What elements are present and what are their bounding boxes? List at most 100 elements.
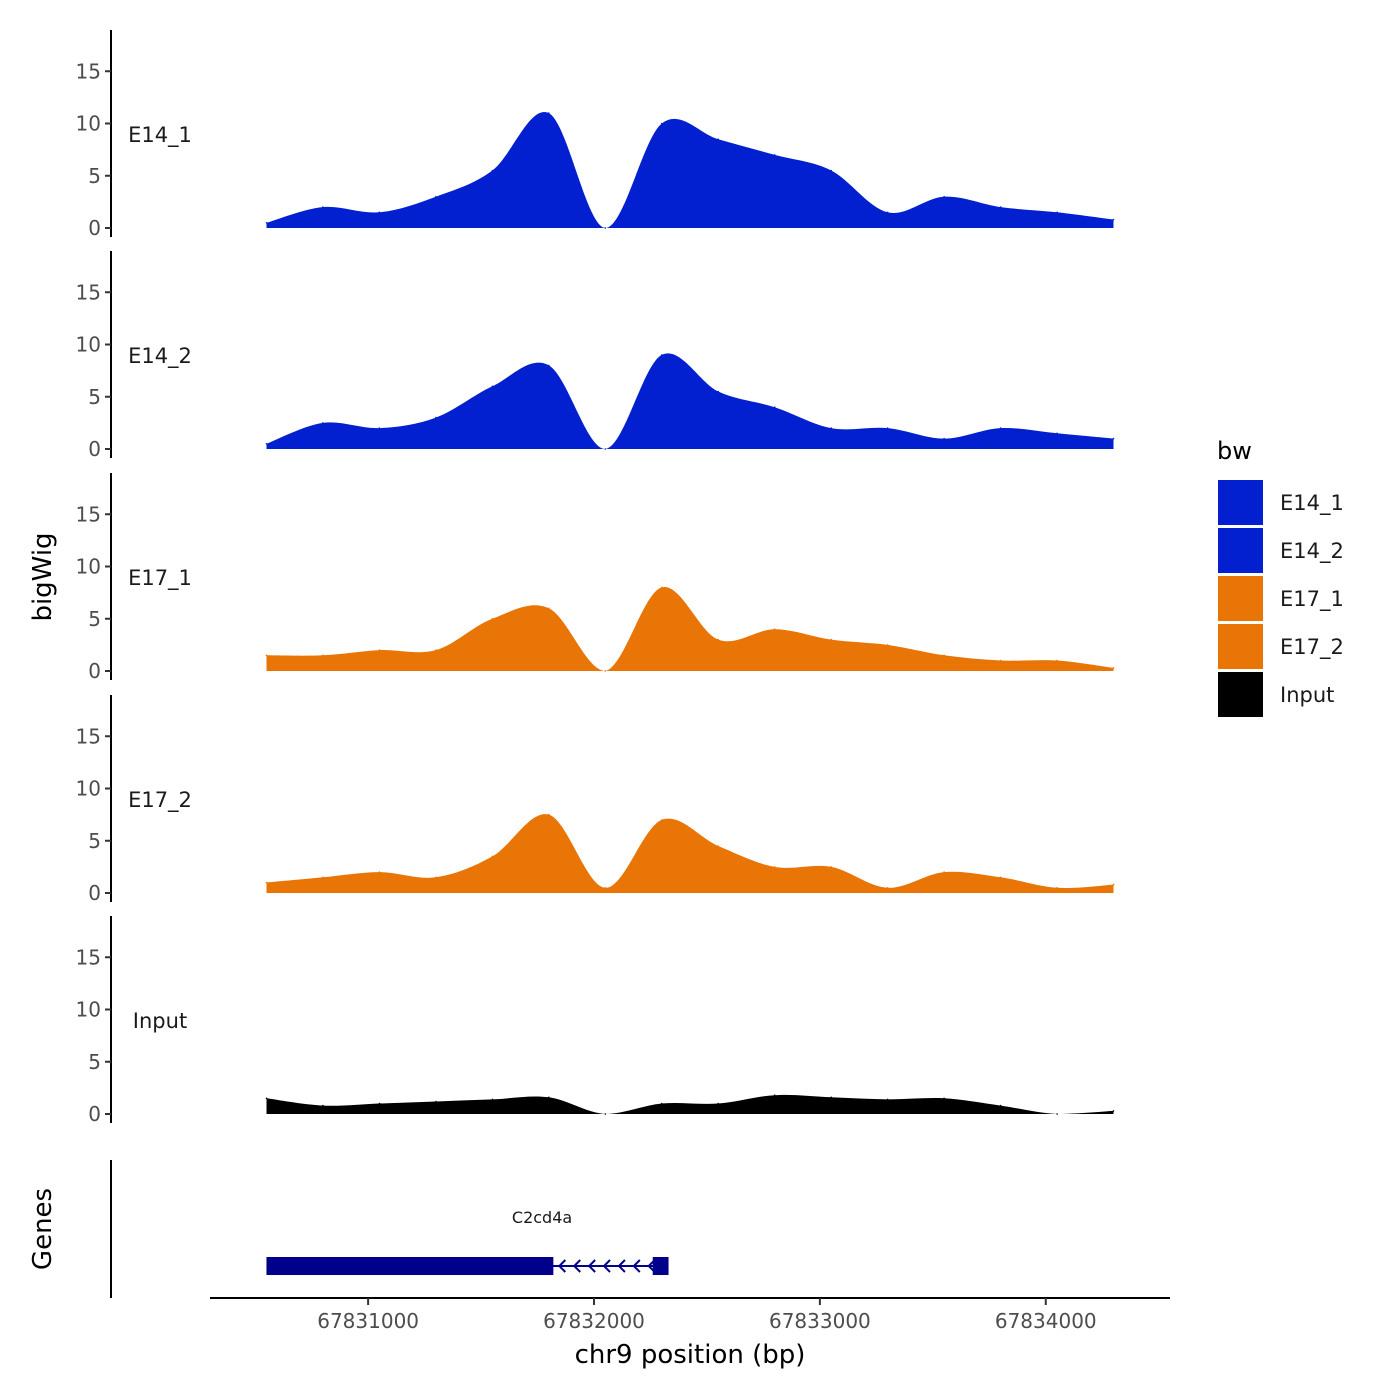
gene-exons: [266, 1257, 669, 1275]
coverage-point: [265, 881, 268, 884]
y-tick-label: 0: [88, 881, 101, 905]
coverage-area-Input: [266, 1094, 1114, 1114]
coverage-point: [435, 1100, 437, 1103]
strand-arrow: [617, 1259, 626, 1273]
coverage-point: [491, 618, 494, 620]
coverage-point: [378, 649, 381, 651]
coverage-point: [661, 122, 663, 125]
coverage-point: [999, 659, 1002, 662]
genes-axis-title: Genes: [28, 1188, 58, 1270]
coverage-point: [322, 654, 324, 657]
coverage-point: [999, 206, 1002, 208]
coverage-point: [604, 1113, 607, 1115]
coverage-point: [265, 654, 268, 657]
coverage-point: [604, 887, 607, 889]
track-Input: 0 5 10 15 Input: [76, 916, 1115, 1126]
coverage-point: [999, 1104, 1002, 1107]
y-tick-label: 10: [76, 998, 101, 1022]
coverage-point: [322, 422, 324, 424]
legend-label: Input: [1280, 683, 1334, 707]
coverage-point: [999, 876, 1002, 879]
legend-label: E14_2: [1280, 539, 1344, 564]
legend-item-E17_2: E17_2: [1218, 624, 1344, 669]
coverage-point: [435, 876, 437, 879]
legend-item-E17_1: E17_1: [1218, 576, 1344, 621]
coverage-point: [491, 855, 494, 858]
y-axis-title: bigWig: [28, 532, 58, 621]
strand-arrow: [572, 1259, 581, 1273]
coverage-point: [773, 628, 776, 630]
coverage-point: [1112, 667, 1115, 669]
coverage-point: [1056, 659, 1058, 662]
coverage-point: [886, 1098, 889, 1101]
coverage-point: [1056, 211, 1058, 214]
y-tick-label: 15: [76, 280, 101, 304]
y-tick-label: 0: [88, 437, 101, 461]
legend-item-Input: Input: [1218, 672, 1334, 717]
coverage-point: [830, 638, 832, 641]
y-tick-label: 15: [76, 945, 101, 969]
coverage-point: [830, 866, 832, 868]
gene-track: C2cd4a Genes: [28, 1160, 669, 1298]
y-tick-label: 5: [88, 164, 101, 188]
coverage-point: [548, 1096, 550, 1099]
coverage-point: [435, 649, 437, 651]
y-tick-label: 5: [88, 1050, 101, 1074]
track-E14_1: 0 5 10 15 E14_1: [76, 30, 1115, 240]
coverage-point: [604, 670, 607, 672]
legend-label: E14_1: [1280, 491, 1344, 516]
coverage-point: [1056, 432, 1058, 435]
track-E17_2: 0 5 10 15 E17_2: [76, 695, 1115, 905]
x-axis-title: chr9 position (bp): [575, 1340, 806, 1370]
x-tick-label: 67831000: [317, 1309, 419, 1333]
coverage-point: [322, 1104, 324, 1107]
x-tick-label: 67832000: [543, 1309, 645, 1333]
coverage-point: [1112, 883, 1115, 886]
strand-arrows: [557, 1259, 656, 1273]
coverage-point: [886, 644, 889, 646]
coverage-point: [773, 406, 776, 409]
coverage-point: [830, 427, 832, 429]
coverage-point: [604, 448, 607, 450]
gene-name-label: C2cd4a: [512, 1208, 572, 1227]
coverage-point: [322, 206, 324, 208]
track-E17_1: 0 5 10 15 E17_1: [76, 473, 1115, 683]
coverage-point: [717, 638, 719, 641]
y-tick-label: 5: [88, 607, 101, 631]
coverage-point: [661, 819, 663, 821]
coverage-point: [378, 871, 381, 873]
legend-label: E17_1: [1280, 587, 1344, 612]
coverage-point: [830, 1096, 832, 1099]
y-tick-label: 10: [76, 555, 101, 579]
coverage-point: [830, 169, 832, 172]
y-tick-label: 15: [76, 59, 101, 83]
legend-items: E14_1 E14_2 E17_1 E17_2 Input: [1218, 480, 1344, 717]
y-tick-label: 10: [76, 112, 101, 136]
coverage-point: [943, 195, 945, 198]
strand-arrow: [587, 1259, 596, 1273]
x-axis-ticks: 67831000 67832000 67833000 67834000: [317, 1298, 1097, 1333]
coverage-point: [999, 427, 1002, 429]
track-label: E14_1: [128, 123, 192, 148]
coverage-point: [548, 813, 550, 816]
coverage-point: [886, 887, 889, 889]
coverage-point: [548, 364, 550, 367]
track-E14_2: 0 5 10 15 E14_2: [76, 251, 1115, 461]
y-tick-label: 10: [76, 333, 101, 357]
coverage-area-E14_1: [266, 111, 1114, 228]
coverage-point: [435, 416, 437, 419]
coverage-point: [773, 154, 776, 156]
track-label: E17_2: [128, 788, 192, 813]
coverage-point: [265, 443, 268, 445]
coverage-point: [717, 390, 719, 393]
coverage-point: [773, 1094, 776, 1096]
coverage-point: [717, 138, 719, 140]
coverage-point: [604, 227, 607, 229]
legend-item-E14_1: E14_1: [1218, 480, 1344, 525]
coverage-point: [265, 1097, 268, 1100]
y-tick-label: 15: [76, 502, 101, 526]
coverage-area-E17_2: [266, 814, 1114, 893]
coverage-point: [661, 354, 663, 356]
coverage-point: [265, 222, 268, 224]
